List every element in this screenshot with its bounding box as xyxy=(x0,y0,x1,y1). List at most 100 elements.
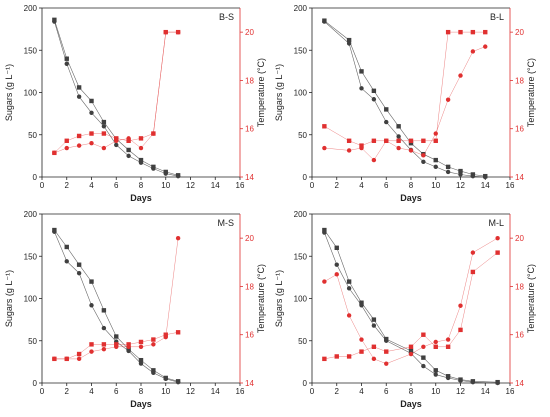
sugar-series-line-1 xyxy=(324,232,498,384)
x-tick-label: 8 xyxy=(409,181,414,190)
sugar-point-circle xyxy=(384,338,389,343)
left-y-tick-label: 50 xyxy=(298,337,307,346)
temperature-point-square xyxy=(470,269,476,275)
sugar-point-circle xyxy=(334,262,339,267)
temperature-point-square xyxy=(396,138,401,143)
sugar-point-circle xyxy=(322,230,327,235)
x-tick-label: 12 xyxy=(186,181,195,190)
x-tick-label: 4 xyxy=(359,387,364,396)
right-y-axis-label: Temperature (°C) xyxy=(256,58,266,127)
sugar-point-square xyxy=(433,157,438,163)
x-tick-label: 4 xyxy=(359,181,364,190)
right-y-tick-label: 20 xyxy=(245,28,254,37)
temperature-point-circle xyxy=(114,138,119,143)
sugar-point-circle xyxy=(445,169,451,175)
temperature-point-square xyxy=(114,136,119,141)
sugar-point-square xyxy=(359,300,364,305)
sugar-point-square xyxy=(334,245,339,250)
sugar-point-square xyxy=(408,141,414,146)
temperature-point-square xyxy=(421,332,426,337)
temperature-point-square xyxy=(458,29,463,35)
right-y-tick-label: 16 xyxy=(515,125,524,134)
temperature-point-square xyxy=(359,349,364,354)
x-axis-label: Days xyxy=(130,399,152,409)
temperature-point-square xyxy=(175,330,181,335)
temperature-point-circle xyxy=(346,148,352,153)
sugar-point-circle xyxy=(433,372,438,377)
temperature-point-circle xyxy=(52,150,57,156)
right-y-tick-label: 20 xyxy=(515,28,524,37)
sugar-point-circle xyxy=(346,286,352,291)
sugar-point-square xyxy=(396,124,401,129)
right-y-tick-label: 14 xyxy=(515,379,524,388)
sugar-point-circle xyxy=(421,363,426,369)
x-tick-label: 14 xyxy=(211,387,220,396)
temperature-point-square xyxy=(445,29,451,35)
temperature-series-line-2 xyxy=(324,31,486,146)
left-y-tick-label: 50 xyxy=(28,337,37,346)
x-tick-label: 8 xyxy=(139,181,144,190)
right-y-tick-label: 18 xyxy=(515,76,524,85)
sugar-point-circle xyxy=(371,323,377,328)
sugar-point-circle xyxy=(64,259,69,264)
temperature-point-circle xyxy=(151,342,156,347)
temperature-point-square xyxy=(76,133,82,139)
sugar-point-square xyxy=(138,357,144,363)
sugar-point-circle xyxy=(64,61,69,66)
temperature-point-circle xyxy=(76,356,82,362)
temperature-series-line-2 xyxy=(324,252,498,360)
sugar-point-square xyxy=(445,164,451,170)
sugar-point-square xyxy=(346,279,352,284)
temperature-point-square xyxy=(371,138,377,143)
sugar-point-circle xyxy=(359,86,364,91)
sugar-point-square xyxy=(346,37,352,43)
temperature-point-circle xyxy=(359,337,364,342)
sugar-point-circle xyxy=(458,172,463,177)
temperature-point-circle xyxy=(458,73,463,78)
x-tick-label: 16 xyxy=(506,387,515,396)
left-y-tick-label: 200 xyxy=(24,210,38,219)
x-tick-label: 12 xyxy=(456,387,465,396)
left-y-tick-label: 200 xyxy=(294,4,308,13)
panel-m-l: 0 2 4 6 8 10 12 14 1605010015020014161820DaysSug… xyxy=(274,210,536,409)
sugar-point-square xyxy=(64,56,69,61)
temperature-point-circle xyxy=(89,141,94,146)
x-tick-label: 16 xyxy=(236,181,245,190)
temperature-point-square xyxy=(101,131,107,136)
sugar-point-circle xyxy=(433,164,438,170)
sugar-point-circle xyxy=(76,270,82,276)
sugar-point-square xyxy=(64,244,69,250)
sugar-point-square xyxy=(458,168,463,174)
left-y-tick-label: 100 xyxy=(294,89,308,98)
sugar-series-line-1 xyxy=(54,21,179,177)
x-tick-label: 4 xyxy=(89,387,94,396)
sugar-series-line-0 xyxy=(54,229,179,382)
sugar-point-circle xyxy=(384,119,389,125)
temperature-series-line-3 xyxy=(54,31,179,154)
sugar-point-circle xyxy=(371,97,377,102)
sugar-point-circle xyxy=(163,376,168,381)
temperature-point-circle xyxy=(495,235,500,241)
x-tick-label: 14 xyxy=(211,181,220,190)
right-y-tick-label: 14 xyxy=(515,173,524,182)
sugar-point-circle xyxy=(396,134,401,139)
sugar-point-square xyxy=(76,85,82,90)
left-y-tick-label: 150 xyxy=(294,46,308,55)
temperature-point-square xyxy=(322,124,327,129)
temperature-series-line-2 xyxy=(54,31,179,154)
temperature-point-circle xyxy=(101,347,107,352)
x-tick-label: 8 xyxy=(139,387,144,396)
temperature-point-circle xyxy=(359,145,364,151)
x-tick-label: 8 xyxy=(409,387,414,396)
left-y-tick-label: 0 xyxy=(33,379,38,388)
x-tick-label: 12 xyxy=(456,181,465,190)
sugar-point-square xyxy=(101,308,107,313)
sugar-point-circle xyxy=(126,153,131,159)
temperature-point-square xyxy=(163,332,168,337)
temperature-point-circle xyxy=(470,49,476,54)
sugar-point-square xyxy=(126,147,131,153)
left-y-axis-label: Sugars (g L⁻¹) xyxy=(4,270,14,327)
temperature-point-square xyxy=(421,138,426,143)
sugar-point-circle xyxy=(138,361,144,366)
